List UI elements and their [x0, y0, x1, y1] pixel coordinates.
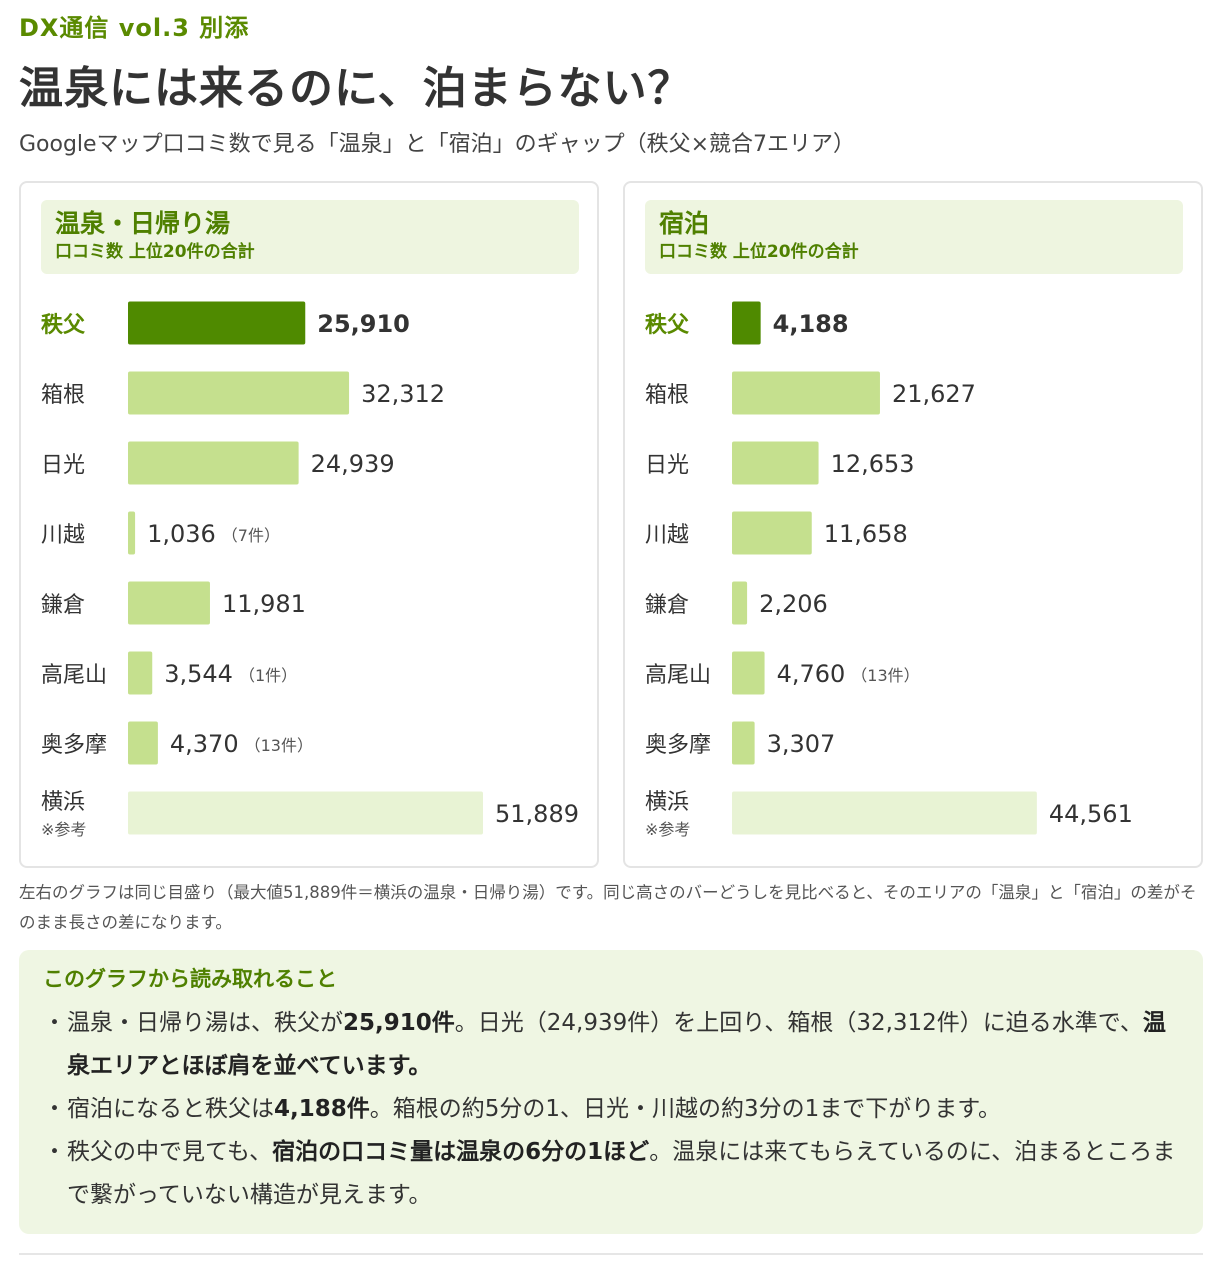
stay-value-label: 4,188	[773, 310, 849, 338]
onsen-category-label: 横浜	[41, 790, 85, 815]
insight-bullet: ・秩父の中で見ても、宿泊の口コミ量は温泉の6分の1ほど。温泉には来てもらえている…	[43, 1131, 1179, 1217]
onsen-count-note: （13件）	[245, 736, 313, 755]
onsen-bar	[128, 301, 306, 345]
onsen-bar	[128, 721, 158, 765]
insight-bullet: ・宿泊になると秩父は4,188件。箱根の約5分の1、日光・川越の約3分の1まで下…	[43, 1088, 1179, 1131]
onsen-value-label: 24,939	[311, 450, 395, 478]
insight-text: 温泉・日帰り湯は、秩父が	[67, 1010, 343, 1036]
onsen-chart-header: 温泉・日帰り湯 口コミ数 上位20件の合計	[41, 200, 579, 274]
insight-title: このグラフから読み取れること	[43, 967, 337, 991]
stay-bar	[732, 721, 755, 765]
onsen-bar	[128, 371, 350, 415]
stay-chart-header: 宿泊 口コミ数 上位20件の合計	[645, 200, 1183, 274]
bottom-divider	[19, 1253, 1203, 1255]
page-subtitle: Googleマップ口コミ数で見る「温泉」と「宿泊」のギャップ（秩父×競合7エリア…	[19, 132, 856, 157]
onsen-value-label: 51,889	[495, 800, 579, 828]
onsen-bar	[128, 791, 483, 835]
stay-chart-title: 宿泊	[659, 209, 710, 238]
stay-value-label: 3,307	[767, 730, 836, 758]
stay-value-label: 2,206	[759, 590, 828, 618]
insight-text: 。箱根の約5分の1、日光・川越の約3分の1まで下がります。	[369, 1096, 1001, 1122]
insight-text: 秩父の中で見ても、	[67, 1139, 273, 1165]
onsen-category-label: 鎌倉	[41, 593, 85, 618]
stay-category-label: 横浜	[645, 790, 689, 815]
onsen-chart-panel: 温泉・日帰り湯 口コミ数 上位20件の合計 秩父 25,910 箱根 32,312 日光…	[19, 181, 599, 868]
stay-bar-chart: 秩父 4,188 箱根 21,627 日光 12,653 川越 11,658 鎌倉 2,206 高尾…	[645, 301, 1133, 839]
stay-chart-subtitle: 口コミ数 上位20件の合計	[659, 242, 859, 262]
onsen-category-label: 川越	[41, 523, 85, 548]
insight-emphasis: 4,188件	[274, 1096, 370, 1122]
stay-count-note: （13件）	[851, 666, 919, 685]
stay-category-label: 奥多摩	[645, 733, 711, 758]
stay-value-label: 12,653	[831, 450, 915, 478]
stay-bar	[732, 301, 761, 345]
insight-text: 。日光（24,939件）を上回り、箱根（32,312件）に迫る水準で、	[454, 1010, 1143, 1036]
insight-emphasis: 温泉エリアとほぼ肩を並べています。	[67, 1010, 1166, 1079]
onsen-value-label: 11,981	[222, 590, 306, 618]
onsen-bar-chart: 秩父 25,910 箱根 32,312 日光 24,939 川越 1,036 （7件） 鎌倉 11,…	[41, 301, 579, 839]
stay-chart-panel: 宿泊 口コミ数 上位20件の合計 秩父 4,188 箱根 21,627 日光 12,653…	[623, 181, 1203, 868]
stay-value-label: 21,627	[892, 380, 976, 408]
insight-bullet: ・温泉・日帰り湯は、秩父が25,910件。日光（24,939件）を上回り、箱根（…	[43, 1002, 1179, 1088]
onsen-bar	[128, 441, 299, 485]
insight-text: 宿泊になると秩父は	[67, 1096, 274, 1122]
onsen-bar	[128, 511, 136, 555]
onsen-count-note: （1件）	[239, 666, 297, 685]
stay-category-label: 秩父	[645, 313, 690, 338]
bullet-mark: ・	[43, 1010, 66, 1036]
stay-bar	[732, 581, 748, 625]
onsen-category-note: ※参考	[41, 820, 86, 839]
onsen-category-label: 日光	[41, 453, 85, 478]
stay-value-label: 11,658	[824, 520, 908, 548]
onsen-chart-title: 温泉・日帰り湯	[55, 209, 231, 238]
stay-category-note: ※参考	[645, 820, 690, 839]
stay-category-label: 鎌倉	[645, 593, 689, 618]
onsen-bar	[128, 651, 153, 695]
chart-footnote: 左右のグラフは同じ目盛り（最大値51,889件＝横浜の温泉・日帰り湯）です。同じ…	[19, 883, 1197, 932]
onsen-value-label: 25,910	[317, 310, 410, 338]
insight-text: 。温泉には来てもらえているのに、泊まるところまで繋がっていない構造が見えます。	[67, 1139, 1176, 1208]
stay-bar	[732, 371, 880, 415]
onsen-value-label: 4,370	[170, 730, 239, 758]
onsen-category-label: 高尾山	[41, 663, 107, 688]
stay-bar	[732, 511, 812, 555]
stay-value-label: 44,561	[1049, 800, 1133, 828]
insight-emphasis: 25,910件	[343, 1010, 455, 1036]
onsen-category-label: 箱根	[41, 383, 85, 408]
onsen-value-label: 32,312	[361, 380, 445, 408]
stay-bar	[732, 441, 819, 485]
stay-value-label: 4,760	[777, 660, 846, 688]
onsen-value-label: 1,036	[147, 520, 216, 548]
insight-box: このグラフから読み取れること ・温泉・日帰り湯は、秩父が25,910件。日光（2…	[19, 950, 1203, 1234]
insight-bullet-list: ・温泉・日帰り湯は、秩父が25,910件。日光（24,939件）を上回り、箱根（…	[43, 1002, 1179, 1217]
onsen-chart-subtitle: 口コミ数 上位20件の合計	[55, 242, 255, 262]
kicker: DX通信 vol.3 別添	[19, 14, 250, 42]
onsen-bar	[128, 581, 210, 625]
stay-category-label: 高尾山	[645, 663, 711, 688]
insight-emphasis: 宿泊の口コミ量は温泉の6分の1ほど	[272, 1139, 650, 1165]
stay-category-label: 箱根	[645, 383, 689, 408]
onsen-count-note: （7件）	[222, 526, 280, 545]
stay-category-label: 日光	[645, 453, 689, 478]
stay-bar	[732, 791, 1037, 835]
onsen-value-label: 3,544	[164, 660, 233, 688]
onsen-category-label: 奥多摩	[41, 733, 107, 758]
stay-bar	[732, 651, 765, 695]
stay-category-label: 川越	[645, 523, 689, 548]
page-title: 温泉には来るのに、泊まらない？	[19, 63, 693, 114]
bullet-mark: ・	[43, 1096, 66, 1122]
onsen-category-label: 秩父	[41, 313, 86, 338]
bullet-mark: ・	[43, 1139, 66, 1165]
